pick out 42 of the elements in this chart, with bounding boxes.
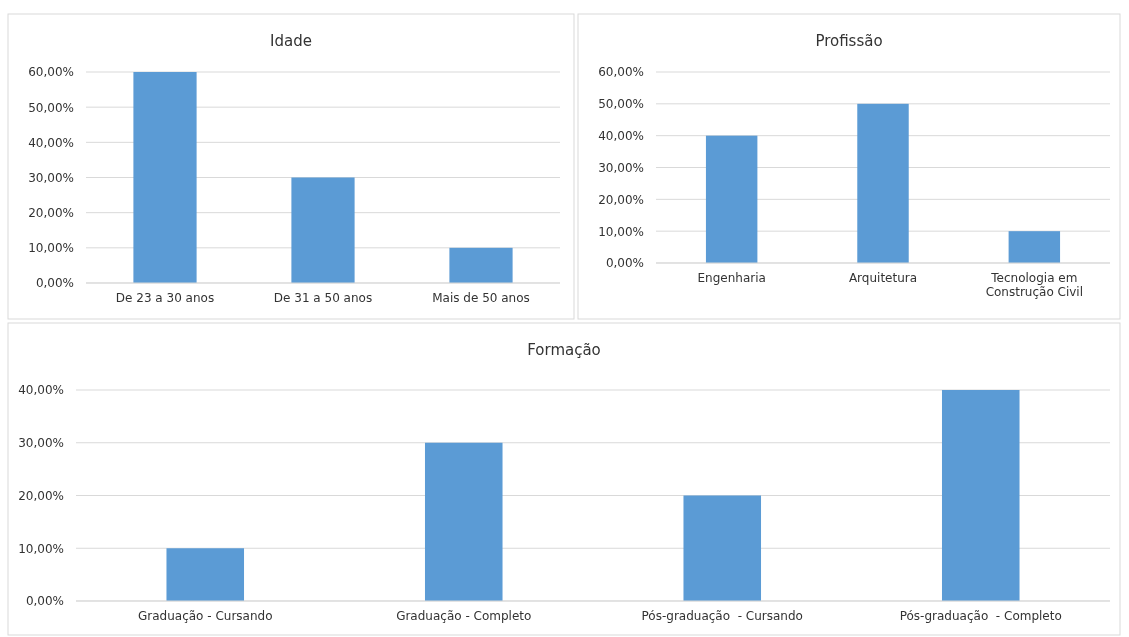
bar [166,548,245,601]
chart-title: Formação [527,341,601,359]
x-tick-label: Graduação - Completo [396,608,532,623]
y-tick-label: 10,00% [598,224,644,239]
y-tick-label: 60,00% [28,65,74,80]
y-tick-label: 30,00% [598,160,644,175]
y-tick-label: 20,00% [18,488,64,503]
y-tick-label: 0,00% [35,276,74,291]
y-tick-label: 40,00% [18,383,64,398]
x-tick-label: De 23 a 30 anos [115,290,215,305]
y-tick-label: 50,00% [28,100,74,115]
y-tick-label: 30,00% [28,170,74,185]
bar [941,390,1020,601]
bar [705,135,758,263]
y-tick-label: 30,00% [18,436,64,451]
y-tick-label: 50,00% [598,97,644,112]
y-tick-label: 0,00% [25,594,64,609]
y-tick-label: 10,00% [28,241,74,256]
y-tick-label: 40,00% [28,135,74,150]
x-tick-label: De 31 a 50 anos [273,290,373,305]
y-tick-label: 20,00% [598,192,644,207]
bar [1008,231,1061,263]
x-tick-label: Graduação - Cursando [137,608,273,623]
x-tick-label: Arquitetura [848,270,918,285]
y-tick-label: 60,00% [598,65,644,80]
x-tick-label: Pós-graduação - Completo [899,608,1062,623]
bar [683,495,762,601]
x-tick-label: Pós-graduação - Cursando [641,608,803,623]
x-tick-label: Tecnologia em Construção Civil [985,270,1084,299]
y-tick-label: 10,00% [18,541,64,556]
bar [857,103,909,263]
chart-title: Idade [270,32,312,50]
x-tick-label: Engenharia [697,270,766,285]
bar [291,177,355,283]
bar [424,442,503,601]
y-tick-label: 0,00% [605,256,644,271]
y-tick-label: 20,00% [28,206,74,221]
x-tick-label: Mais de 50 anos [432,290,530,305]
chart-title: Profissão [815,32,883,50]
bar [133,72,197,283]
bar [449,247,513,283]
y-tick-label: 40,00% [598,129,644,144]
